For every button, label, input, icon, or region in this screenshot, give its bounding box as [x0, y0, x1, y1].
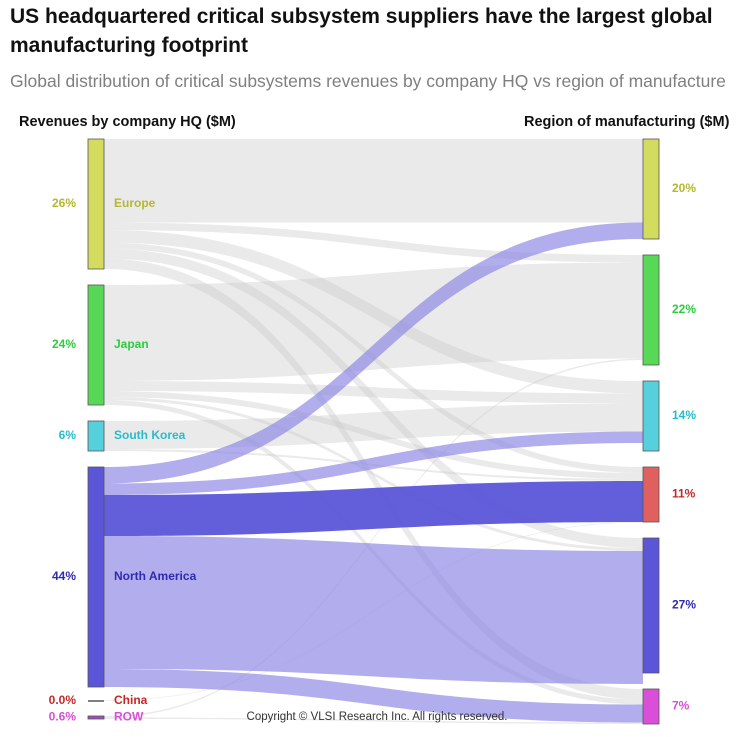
target-node-europe	[642, 138, 660, 240]
target-pct-europe: 20%	[672, 181, 696, 195]
target-node-south-korea	[642, 380, 660, 452]
flow-europe-to-south-korea	[104, 230, 643, 394]
source-pct-china: 0.0%	[49, 693, 77, 707]
chart-title: US headquartered critical subsystem supp…	[10, 5, 713, 57]
flow-japan-to-north-america	[104, 397, 643, 551]
source-label-europe: Europe	[114, 196, 156, 210]
source-label-china: China	[114, 693, 148, 707]
source-label-south-korea: South Korea	[114, 428, 186, 442]
target-node-north-america	[642, 537, 660, 674]
copyright-note: Copyright © VLSI Research Inc. All right…	[246, 711, 508, 723]
source-label-row: ROW	[114, 710, 144, 724]
source-node-south-korea	[87, 420, 105, 452]
flow-japan-to-south-korea	[104, 381, 643, 404]
flow-south-korea-to-south-korea	[104, 403, 643, 449]
source-node-europe	[87, 138, 105, 270]
target-pct-row: 7%	[672, 699, 690, 713]
target-pct-south-korea: 14%	[672, 408, 696, 422]
target-node-china	[642, 466, 660, 523]
flow-europe-to-north-america	[104, 248, 643, 548]
source-pct-japan: 24%	[52, 337, 76, 351]
source-pct-south-korea: 6%	[59, 428, 77, 442]
left-axis-header: Revenues by company HQ ($M)	[19, 114, 236, 130]
flow-north-america-to-north-america	[104, 536, 643, 684]
flow-row-to-row	[104, 717, 643, 724]
target-pct-north-america: 27%	[672, 598, 696, 612]
labels-group: Europe 26% Japan 24% South Korea 6% North Amer…	[49, 181, 697, 724]
source-label-north-america: North America	[114, 569, 197, 583]
source-pct-row: 0.6%	[49, 710, 77, 724]
colored-flows-group	[104, 222, 643, 723]
right-axis-header: Region of manufacturing ($M)	[524, 114, 730, 130]
source-node-north-america	[87, 466, 105, 688]
flow-north-america-to-china	[104, 481, 643, 536]
chart-subtitle: Global distribution of critical subsyste…	[10, 71, 726, 91]
source-pct-europe: 26%	[52, 196, 76, 210]
source-node-japan	[87, 284, 105, 406]
flow-north-america-to-south-korea	[104, 431, 643, 495]
flow-row-to-japan	[104, 358, 643, 718]
flow-north-america-to-europe	[104, 222, 643, 484]
target-pct-japan: 22%	[672, 302, 696, 316]
flow-japan-to-china	[104, 391, 643, 479]
source-pct-north-america: 44%	[52, 569, 76, 583]
target-node-row	[642, 688, 660, 725]
source-label-japan: Japan	[114, 337, 149, 351]
nodes-group	[87, 138, 660, 725]
source-node-row	[87, 715, 105, 720]
flow-japan-to-japan	[104, 262, 643, 381]
flow-north-america-to-row	[104, 669, 643, 723]
target-pct-china: 11%	[672, 487, 696, 501]
flow-europe-to-row	[104, 258, 643, 700]
target-node-japan	[642, 254, 660, 366]
flow-europe-to-europe	[104, 139, 643, 223]
